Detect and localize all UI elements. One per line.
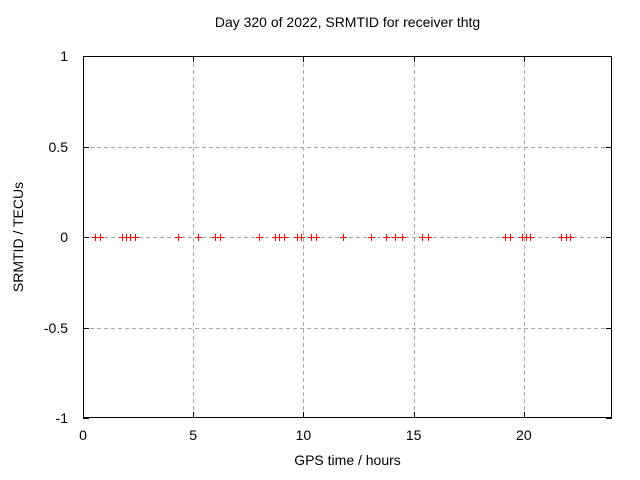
data-point-marker <box>527 234 534 241</box>
data-point-marker <box>281 234 288 241</box>
data-point-marker <box>313 234 320 241</box>
y-tick-label: 0.5 <box>48 138 68 155</box>
x-axis-label: GPS time / hours <box>294 452 401 468</box>
data-point-marker <box>507 234 514 241</box>
x-tick-label: 15 <box>405 427 422 443</box>
chart-title: Day 320 of 2022, SRMTID for receiver tht… <box>214 14 481 30</box>
y-tick-label: -1 <box>55 410 68 426</box>
data-point-marker <box>195 234 202 241</box>
data-point-marker <box>256 234 263 241</box>
data-point-marker <box>97 234 104 241</box>
y-tick-label: 0 <box>60 229 68 245</box>
data-point-marker <box>399 234 406 241</box>
data-point-marker <box>567 234 574 241</box>
y-tick-label: -0.5 <box>43 319 68 336</box>
data-point-marker <box>175 234 182 241</box>
x-tick-label: 5 <box>189 427 198 443</box>
x-tick-label: 10 <box>295 427 312 443</box>
data-point-marker <box>392 234 399 241</box>
x-tick-label: 20 <box>516 427 532 443</box>
y-tick-label: 1 <box>60 48 68 64</box>
data-point-marker <box>368 234 375 241</box>
data-point-marker <box>217 234 224 241</box>
plot-frame <box>83 56 612 418</box>
data-point-marker <box>298 234 305 241</box>
x-tick-label: 0 <box>79 427 87 443</box>
data-point-marker <box>340 234 347 241</box>
data-point-marker <box>383 234 390 241</box>
data-point-marker <box>425 234 432 241</box>
data-point-marker <box>132 234 139 241</box>
data-point-marker <box>419 234 426 241</box>
